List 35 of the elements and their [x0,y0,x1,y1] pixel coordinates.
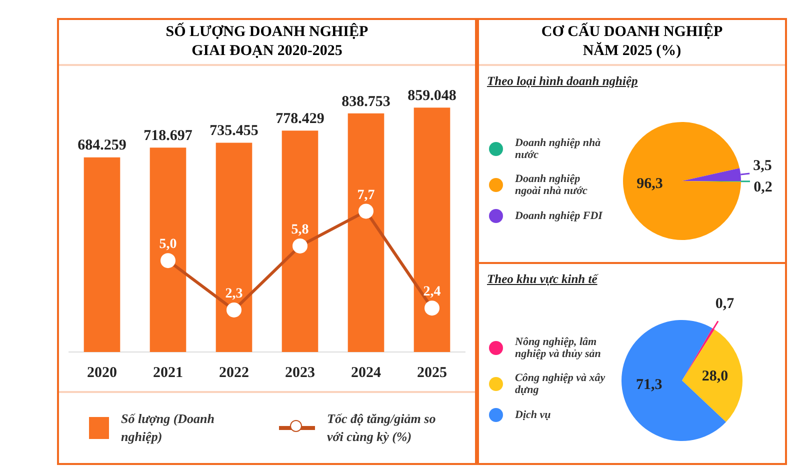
chart-subtitle: Theo loại hình doanh nghiệp [487,74,638,89]
data-label: 778.429 [276,110,324,127]
legend-label: Tốc độ tăng/giảm so với cùng kỳ (%) [327,410,437,446]
data-label: 5,0 [159,237,177,252]
legend-label: Dịch vụ [515,408,551,421]
legend-label: Doanh nghiệp nhà nước [515,136,602,161]
data-label: 3,5 [753,158,772,174]
data-label: 838.753 [342,94,390,110]
data-label: 96,3 [636,176,663,192]
x-tick-label: 2022 [219,364,249,381]
legend-label: Công nghiệp và xây dựng [515,372,606,396]
chart-subtitle: Theo khu vực kinh tế [487,272,598,287]
data-label: 0,2 [754,179,772,196]
data-label: 684.259 [78,138,126,154]
data-label: 859.048 [408,88,456,104]
data-label: 735.455 [210,123,258,140]
data-label: 718.697 [144,128,193,144]
chart-title: SỐ LƯỢNG DOANH NGHIỆP GIAI ĐOẠN 2020-2025 [164,23,370,61]
chart-title: CƠ CẤU DOANH NGHIỆP NĂM 2025 (%) [540,23,724,61]
x-tick-label: 2025 [417,364,447,381]
x-tick-label: 2020 [87,364,117,381]
data-label: 5,8 [291,222,309,238]
legend-label: Doanh nghiệp ngoài nhà nước [515,172,588,197]
data-label: 2,4 [423,284,441,300]
data-label: 28,0 [702,368,728,384]
data-label: 7,7 [357,188,375,203]
x-tick-label: 2021 [153,364,183,381]
data-label: 71,3 [636,377,662,394]
x-tick-label: 2024 [351,364,382,381]
data-label: 2,3 [225,286,243,302]
legend-label: Nông nghiệp, lâm nghiệp và thủy sản [515,336,602,360]
legend-label: Doanh nghiệp FDI [515,210,602,222]
legend-label: Số lượng (Doanh nghiệp) [121,410,216,446]
data-label: 0,7 [715,296,735,312]
x-tick-label: 2023 [285,364,315,381]
